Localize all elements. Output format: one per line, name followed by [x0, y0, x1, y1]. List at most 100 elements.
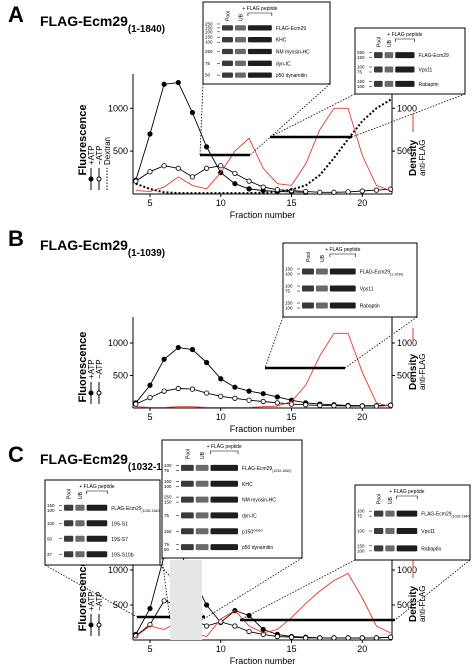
blot-band — [374, 52, 383, 59]
blot-row-label-main: NM myosin-HC — [242, 498, 276, 504]
mw-marker: 250 — [357, 50, 365, 55]
data-point — [246, 186, 252, 192]
legend-label: −ATP — [95, 145, 104, 165]
blot-row-label: p150Glued — [242, 528, 263, 535]
blot-band — [181, 512, 194, 519]
mw-marker: 50 — [164, 547, 170, 552]
y2-axis-label: Density — [408, 139, 419, 176]
y-tick-label: 1000 — [108, 338, 128, 348]
blot-band — [329, 268, 356, 275]
blot-band — [247, 37, 272, 43]
data-point — [203, 165, 210, 171]
panel-title: FLAG-Ecm29(1-1840) — [40, 13, 165, 35]
data-point — [359, 188, 365, 194]
legend-marker — [88, 176, 94, 182]
blot-band — [75, 551, 85, 558]
panel-title-main: FLAG-Ecm29 — [40, 451, 128, 467]
legend-label: Dextran — [103, 137, 112, 165]
blot-row-label: Rabaptin — [360, 304, 380, 310]
blot-band — [374, 66, 383, 73]
x-tick-label: 5 — [147, 644, 152, 654]
y-tick-label: 1000 — [108, 565, 128, 575]
data-point — [175, 165, 181, 171]
data-point — [147, 131, 153, 137]
data-point — [203, 623, 210, 629]
x-tick-label: 15 — [287, 412, 297, 422]
y2-tick-label: 500 — [397, 371, 412, 381]
inset-connector — [199, 83, 204, 156]
lane-label: + FLAG peptide — [325, 247, 360, 253]
blot-band — [222, 60, 233, 66]
data-point — [331, 635, 337, 641]
mw-marker: 100 — [164, 463, 172, 468]
panel-title-sub: (1-1039) — [128, 248, 165, 259]
mw-marker: 75 — [164, 468, 170, 473]
blot-row-label: Vps11 — [421, 529, 435, 535]
data-point — [345, 635, 351, 641]
data-point — [373, 403, 380, 409]
legend-marker — [96, 390, 102, 396]
blot-row-label: FLAG-Ecm29 — [276, 26, 307, 32]
blot-band — [64, 535, 74, 542]
data-point — [246, 628, 252, 635]
data-point — [133, 633, 139, 639]
blot-band — [396, 545, 418, 552]
mw-marker: 150 — [357, 79, 365, 84]
blot-band — [181, 480, 194, 487]
mw-marker: 100 — [285, 306, 293, 311]
blot-row-label: p50 dynamitin — [276, 73, 307, 79]
mw-marker: 100 — [205, 40, 213, 45]
x-tick-label: 10 — [216, 198, 226, 208]
blot-row-label: KHC — [242, 482, 253, 488]
blot-row-label: dyn-IC — [276, 61, 291, 67]
data-point — [175, 385, 181, 392]
mw-marker: 100 — [357, 509, 365, 514]
data-point — [345, 403, 351, 409]
blot-row-label: dyn-IC — [242, 513, 257, 519]
lane-label: Pool — [67, 489, 73, 499]
data-point — [288, 634, 295, 640]
blot-row-label-main: FLAG-Ecm29 — [111, 506, 142, 512]
lane-label: UB — [387, 39, 393, 47]
y-axis-label: Fluorescence — [77, 332, 89, 403]
y2-tick-label: 1000 — [397, 103, 417, 113]
x-tick-label: 5 — [147, 198, 152, 208]
lane-label: Pool — [376, 37, 382, 47]
lane-label: UB — [388, 496, 394, 504]
y2-axis-label: Density — [408, 353, 419, 390]
blot-row-label-main: FLAG-Ecm29 — [276, 26, 307, 32]
x-tick-label: 5 — [147, 412, 152, 422]
blot-band — [396, 528, 418, 534]
blot-row-label: FLAG-Ecm29(1032-1840) — [421, 512, 470, 519]
blot-band — [374, 510, 384, 517]
y-axis-label: Fluorescence — [77, 560, 89, 631]
blot-row-label: NM myosin-HC — [242, 498, 276, 504]
data-point — [161, 81, 167, 87]
lane-label: Pool — [185, 449, 191, 459]
blot-band — [222, 37, 233, 43]
blot-row-label-main: FLAG-Ecm29 — [419, 53, 450, 59]
x-tick-label: 15 — [287, 198, 297, 208]
inset-connector — [239, 559, 356, 621]
mw-marker: 75 — [285, 289, 291, 294]
panel-letter: B — [8, 226, 24, 251]
lane-label: + FLAG peptide — [389, 489, 424, 495]
data-point — [274, 633, 280, 640]
mw-marker: 75 — [357, 514, 363, 519]
blot-band — [195, 528, 209, 535]
mw-marker: 75 — [164, 513, 170, 518]
blot-band — [210, 528, 238, 535]
data-point — [203, 359, 210, 366]
blot-band — [315, 302, 328, 309]
lane-label: + FLAG peptide — [79, 484, 114, 490]
data-point — [232, 170, 238, 177]
mw-marker: 250 — [205, 49, 213, 54]
y-tick-label: 500 — [113, 371, 128, 381]
inset-connector — [351, 93, 466, 138]
blot-band — [329, 302, 356, 309]
blot-band — [385, 510, 395, 517]
lane-label: Pool — [377, 494, 383, 504]
inset-connector — [249, 83, 331, 156]
blot-row-label: NM myosin-HC — [276, 50, 310, 56]
data-point — [246, 178, 252, 184]
